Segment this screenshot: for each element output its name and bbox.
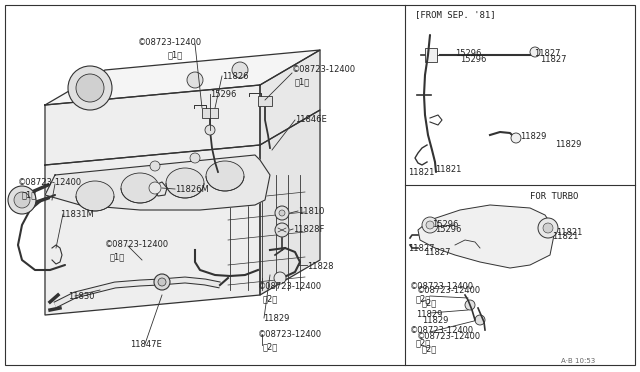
Polygon shape — [45, 50, 320, 105]
Polygon shape — [260, 110, 320, 295]
Text: 15296: 15296 — [435, 225, 461, 234]
Text: 15296: 15296 — [460, 55, 486, 64]
Circle shape — [422, 217, 438, 233]
Circle shape — [274, 272, 286, 284]
Text: 11830: 11830 — [68, 292, 95, 301]
Text: ©08723-12400: ©08723-12400 — [410, 282, 474, 291]
Text: ©08723-12400: ©08723-12400 — [105, 240, 169, 249]
Text: 11828F: 11828F — [293, 225, 324, 234]
Text: 11821: 11821 — [556, 228, 582, 237]
Circle shape — [538, 218, 558, 238]
Polygon shape — [45, 145, 260, 315]
Text: 11821: 11821 — [408, 168, 435, 177]
Text: ©08723-12400: ©08723-12400 — [417, 286, 481, 295]
Text: ©08723-12400: ©08723-12400 — [18, 178, 82, 187]
Text: ©08723-12400: ©08723-12400 — [258, 282, 322, 291]
Bar — [258, 96, 272, 106]
Ellipse shape — [76, 181, 114, 211]
Circle shape — [150, 161, 160, 171]
Text: （2）: （2） — [416, 294, 431, 303]
Text: 11826: 11826 — [222, 72, 248, 81]
Text: ©08723-12400: ©08723-12400 — [292, 65, 356, 74]
Circle shape — [190, 153, 200, 163]
Text: （1）: （1） — [110, 252, 125, 261]
Polygon shape — [260, 50, 320, 145]
Circle shape — [14, 192, 30, 208]
Text: ©08723-12400: ©08723-12400 — [410, 326, 474, 335]
Text: ©08723-12400: ©08723-12400 — [258, 330, 322, 339]
Text: 11810: 11810 — [298, 207, 324, 216]
Circle shape — [8, 186, 36, 214]
Text: （1）: （1） — [295, 77, 310, 86]
Text: A·B 10:53: A·B 10:53 — [561, 358, 595, 364]
Circle shape — [68, 66, 112, 110]
Text: 11827: 11827 — [424, 248, 451, 257]
Ellipse shape — [206, 161, 244, 191]
Text: 11831M: 11831M — [60, 210, 93, 219]
Text: 11847E: 11847E — [130, 340, 162, 349]
Ellipse shape — [166, 168, 204, 198]
Text: （2）: （2） — [263, 294, 278, 303]
Text: FOR TURBO: FOR TURBO — [530, 192, 579, 201]
Circle shape — [76, 74, 104, 102]
Text: （2）: （2） — [263, 342, 278, 351]
Text: （1）: （1） — [22, 190, 37, 199]
Text: （2）: （2） — [422, 298, 437, 307]
Text: ©08723-12400: ©08723-12400 — [417, 332, 481, 341]
Circle shape — [426, 221, 434, 229]
Text: 11826M: 11826M — [175, 185, 209, 194]
Text: 11827: 11827 — [408, 244, 435, 253]
Bar — [202, 108, 218, 118]
Text: （1）: （1） — [168, 50, 182, 59]
Circle shape — [511, 133, 521, 143]
Circle shape — [232, 62, 248, 78]
Polygon shape — [45, 155, 270, 210]
Circle shape — [158, 278, 166, 286]
Circle shape — [543, 223, 553, 233]
Text: 11829: 11829 — [555, 140, 581, 149]
Circle shape — [475, 315, 485, 325]
Text: 11827: 11827 — [534, 49, 561, 58]
Text: 15296: 15296 — [210, 90, 236, 99]
Text: 11828: 11828 — [307, 262, 333, 271]
Text: （2）: （2） — [416, 338, 431, 347]
Circle shape — [154, 274, 170, 290]
Text: 11846E: 11846E — [295, 115, 327, 124]
Text: 15296: 15296 — [455, 49, 481, 58]
Text: 11829: 11829 — [263, 314, 289, 323]
Circle shape — [149, 182, 161, 194]
Circle shape — [275, 223, 289, 237]
Circle shape — [279, 210, 285, 216]
Text: 11829: 11829 — [422, 316, 449, 325]
Circle shape — [465, 300, 475, 310]
Circle shape — [530, 47, 540, 57]
Text: ©08723-12400: ©08723-12400 — [138, 38, 202, 47]
Text: 11821: 11821 — [435, 165, 461, 174]
Text: 15296: 15296 — [432, 220, 458, 229]
Text: 11821: 11821 — [552, 232, 579, 241]
Text: 11827: 11827 — [540, 55, 566, 64]
Circle shape — [187, 72, 203, 88]
Ellipse shape — [121, 173, 159, 203]
Bar — [425, 48, 437, 62]
Text: 11829: 11829 — [416, 310, 442, 319]
Text: 11829: 11829 — [520, 132, 547, 141]
Text: [FROM SEP. '81]: [FROM SEP. '81] — [415, 10, 495, 19]
Text: （2）: （2） — [422, 344, 437, 353]
Polygon shape — [418, 205, 555, 268]
Circle shape — [275, 206, 289, 220]
Polygon shape — [45, 85, 260, 165]
Circle shape — [205, 125, 215, 135]
